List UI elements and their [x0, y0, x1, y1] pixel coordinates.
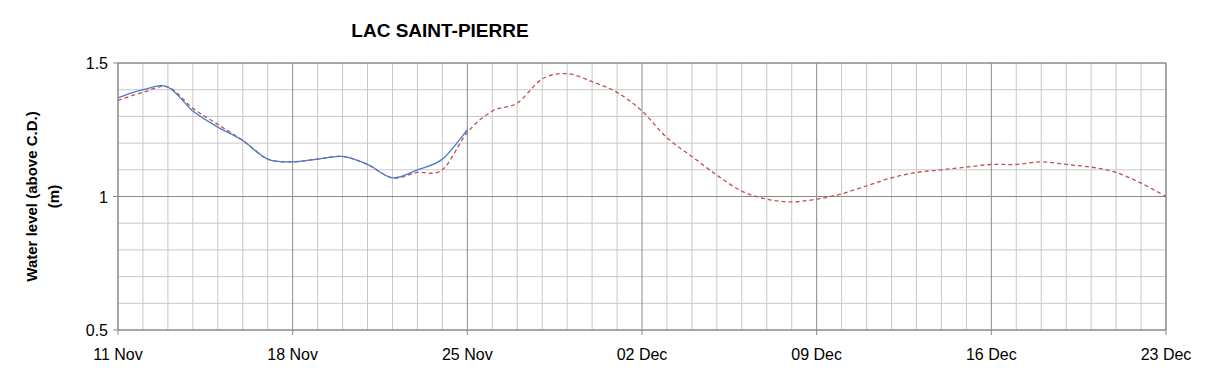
- x-tick-label: 16 Dec: [966, 346, 1017, 363]
- title: LAC SAINT-PIERRE: [351, 20, 528, 41]
- plot-frame: [118, 63, 1166, 330]
- y-grid: [118, 196, 1166, 197]
- x-tick: [118, 330, 119, 335]
- x-tick: [642, 330, 643, 335]
- x-tick-label: 11 Nov: [93, 346, 143, 363]
- y-tick: [113, 330, 118, 331]
- x-tick-label: 18 Nov: [267, 346, 318, 363]
- x-tick: [1166, 330, 1167, 335]
- y-axis-label: (m): [45, 185, 62, 208]
- y-tick-label: 1: [99, 189, 108, 206]
- series-group: [118, 74, 1166, 202]
- x-tick: [467, 330, 468, 335]
- y-tick: [113, 196, 118, 197]
- y-tick-label: 0.5: [86, 322, 108, 339]
- y-tick-label: 1.5: [86, 55, 108, 72]
- x-tick-label: 25 Nov: [442, 346, 493, 363]
- series-line: [118, 86, 467, 178]
- x-tick: [816, 330, 817, 335]
- chart: 0.5 1 1.5 11 Nov 18 Nov 25 Nov 02 Dec 09 Dec 16 …: [0, 0, 1209, 378]
- x-tick: [292, 330, 293, 335]
- series-line: [118, 74, 1166, 202]
- y-tick: [113, 63, 118, 64]
- x-tick: [991, 330, 992, 335]
- y-axis-label: Water level (above C.D.): [23, 111, 40, 281]
- x-tick-label: 23 Dec: [1141, 346, 1192, 363]
- x-tick-label: 02 Dec: [617, 346, 668, 363]
- x-tick-label: 09 Dec: [791, 346, 842, 363]
- plot-area: [118, 63, 1166, 330]
